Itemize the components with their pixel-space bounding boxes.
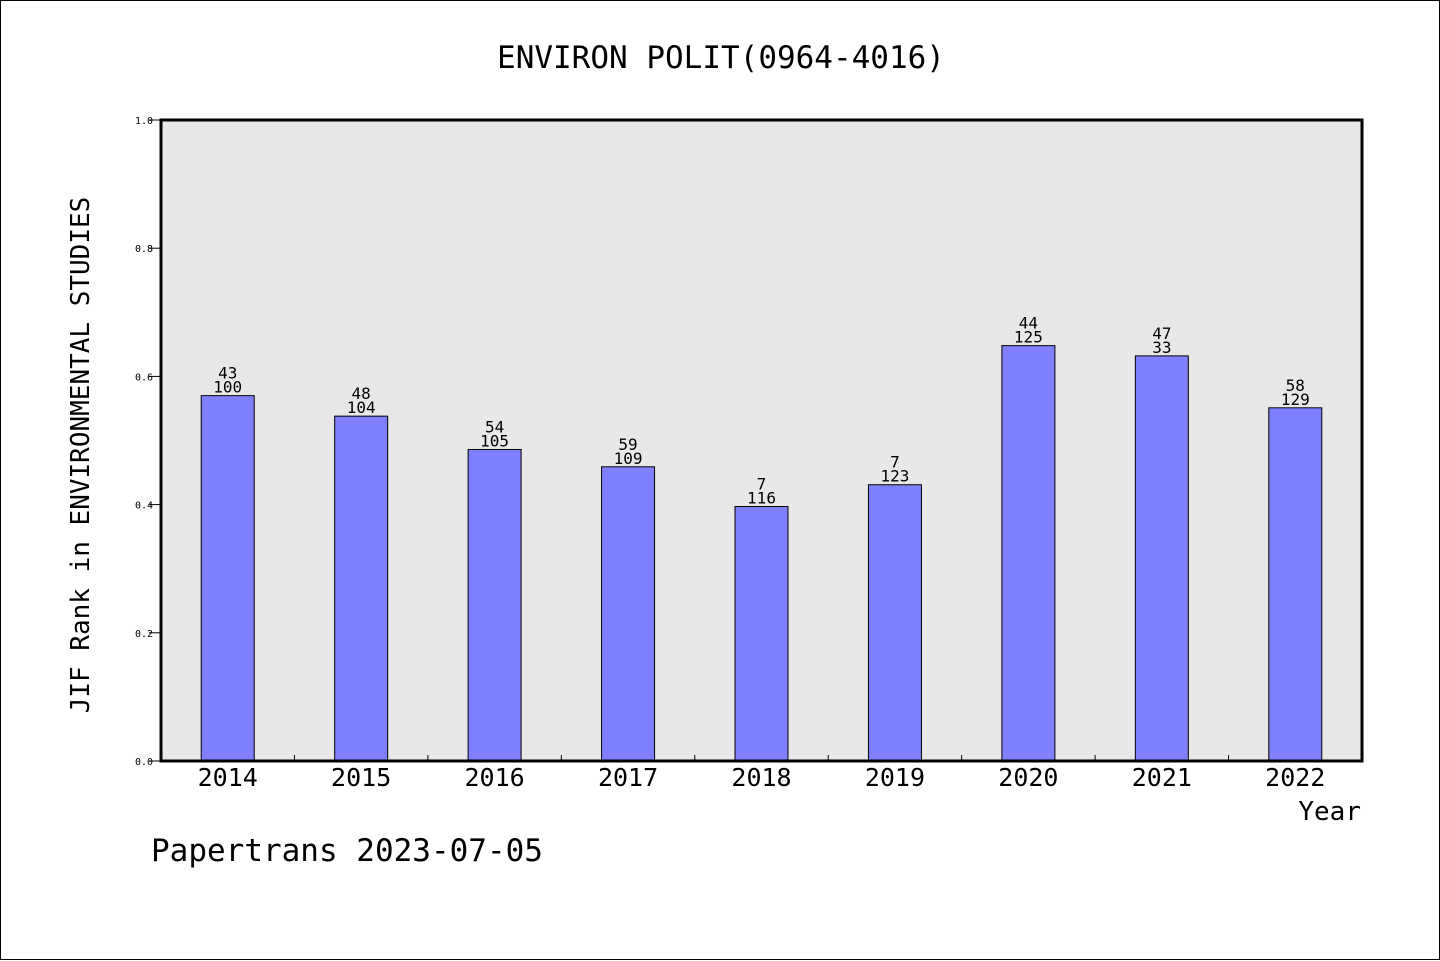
- bar-label-bottom: 100: [213, 378, 242, 397]
- bar-label-bottom: 104: [347, 398, 376, 417]
- bar-2016: [467, 448, 522, 762]
- bar-label-top: 44: [1019, 314, 1038, 333]
- bar-label-bottom: 129: [1281, 390, 1310, 409]
- bar-2020: [1001, 345, 1056, 762]
- x-axis-tick-labels: 2014 2015 2016 2017 2018 2019 2020 2021 2022: [198, 763, 1326, 792]
- bar-2022: [1268, 407, 1323, 762]
- y-axis-label: JIF Rank in ENVIRONMENTAL STUDIES: [66, 197, 96, 714]
- bar-label-top: 54: [485, 417, 504, 436]
- x-tick-label: 2017: [598, 763, 658, 792]
- x-tick-label: 2020: [998, 763, 1058, 792]
- x-tick-label: 2019: [865, 763, 925, 792]
- bar-2014: [200, 395, 255, 762]
- plot-border: [159, 118, 1364, 763]
- bar-label-bottom: 125: [1014, 328, 1043, 347]
- x-tick-label: 2021: [1132, 763, 1192, 792]
- bar-label-bottom: 33: [1152, 338, 1171, 357]
- bar-2019: [867, 484, 922, 762]
- bar-2021: [1134, 355, 1189, 762]
- bar-2015: [334, 415, 389, 762]
- x-axis-label: Year: [1298, 797, 1361, 827]
- bar-label-bottom: 116: [747, 489, 776, 508]
- bar-label-top: 7: [890, 453, 900, 472]
- bar-label-bottom: 123: [880, 467, 909, 486]
- bar-label-bottom: 105: [480, 431, 509, 450]
- bar-label-bottom: 109: [614, 449, 643, 468]
- y-tick-label: 0.6: [135, 372, 153, 383]
- chart-title: ENVIRON POLIT(0964-4016): [497, 40, 945, 76]
- bar-label-top: 58: [1286, 376, 1305, 395]
- y-axis-ticks: 0.0 0.2 0.4 0.6 0.8 1.0: [135, 116, 1230, 768]
- y-tick-label: 0.4: [135, 501, 153, 512]
- bar-2017: [601, 466, 656, 762]
- x-tick-label: 2014: [198, 763, 258, 792]
- bar-label-top: 47: [1152, 324, 1171, 343]
- bar-label-top: 48: [352, 384, 371, 403]
- y-tick-label: 0.8: [135, 244, 153, 255]
- bar-label-top: 59: [618, 435, 637, 454]
- bar-label-top: 7: [757, 475, 767, 494]
- bar-2018: [734, 506, 789, 762]
- y-tick-label: 0.2: [135, 629, 153, 640]
- bars: [200, 345, 1323, 762]
- footer-source-date: Papertrans 2023-07-05: [151, 833, 543, 869]
- x-tick-label: 2015: [331, 763, 391, 792]
- x-tick-label: 2018: [731, 763, 791, 792]
- x-tick-label: 2016: [465, 763, 525, 792]
- y-tick-label: 0.0: [135, 757, 153, 768]
- x-tick-label: 2022: [1265, 763, 1325, 792]
- bar-label-top: 43: [218, 364, 237, 383]
- y-tick-label: 1.0: [135, 116, 153, 127]
